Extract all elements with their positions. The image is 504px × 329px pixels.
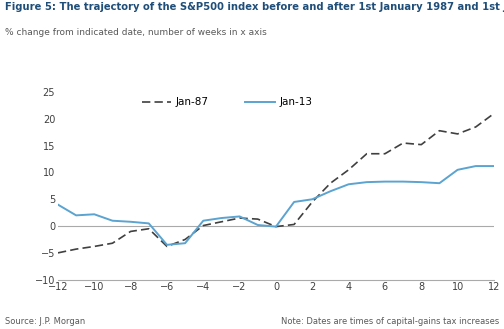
Text: Note: Dates are times of capital-gains tax increases: Note: Dates are times of capital-gains t… <box>281 317 499 326</box>
Text: Source: J.P. Morgan: Source: J.P. Morgan <box>5 317 85 326</box>
Text: Figure 5: The trajectory of the S&P500 index before and after 1st January 1987 a: Figure 5: The trajectory of the S&P500 i… <box>5 2 504 12</box>
Text: % change from indicated date, number of weeks in x axis: % change from indicated date, number of … <box>5 28 267 37</box>
Legend: Jan-87, Jan-13: Jan-87, Jan-13 <box>142 97 313 107</box>
